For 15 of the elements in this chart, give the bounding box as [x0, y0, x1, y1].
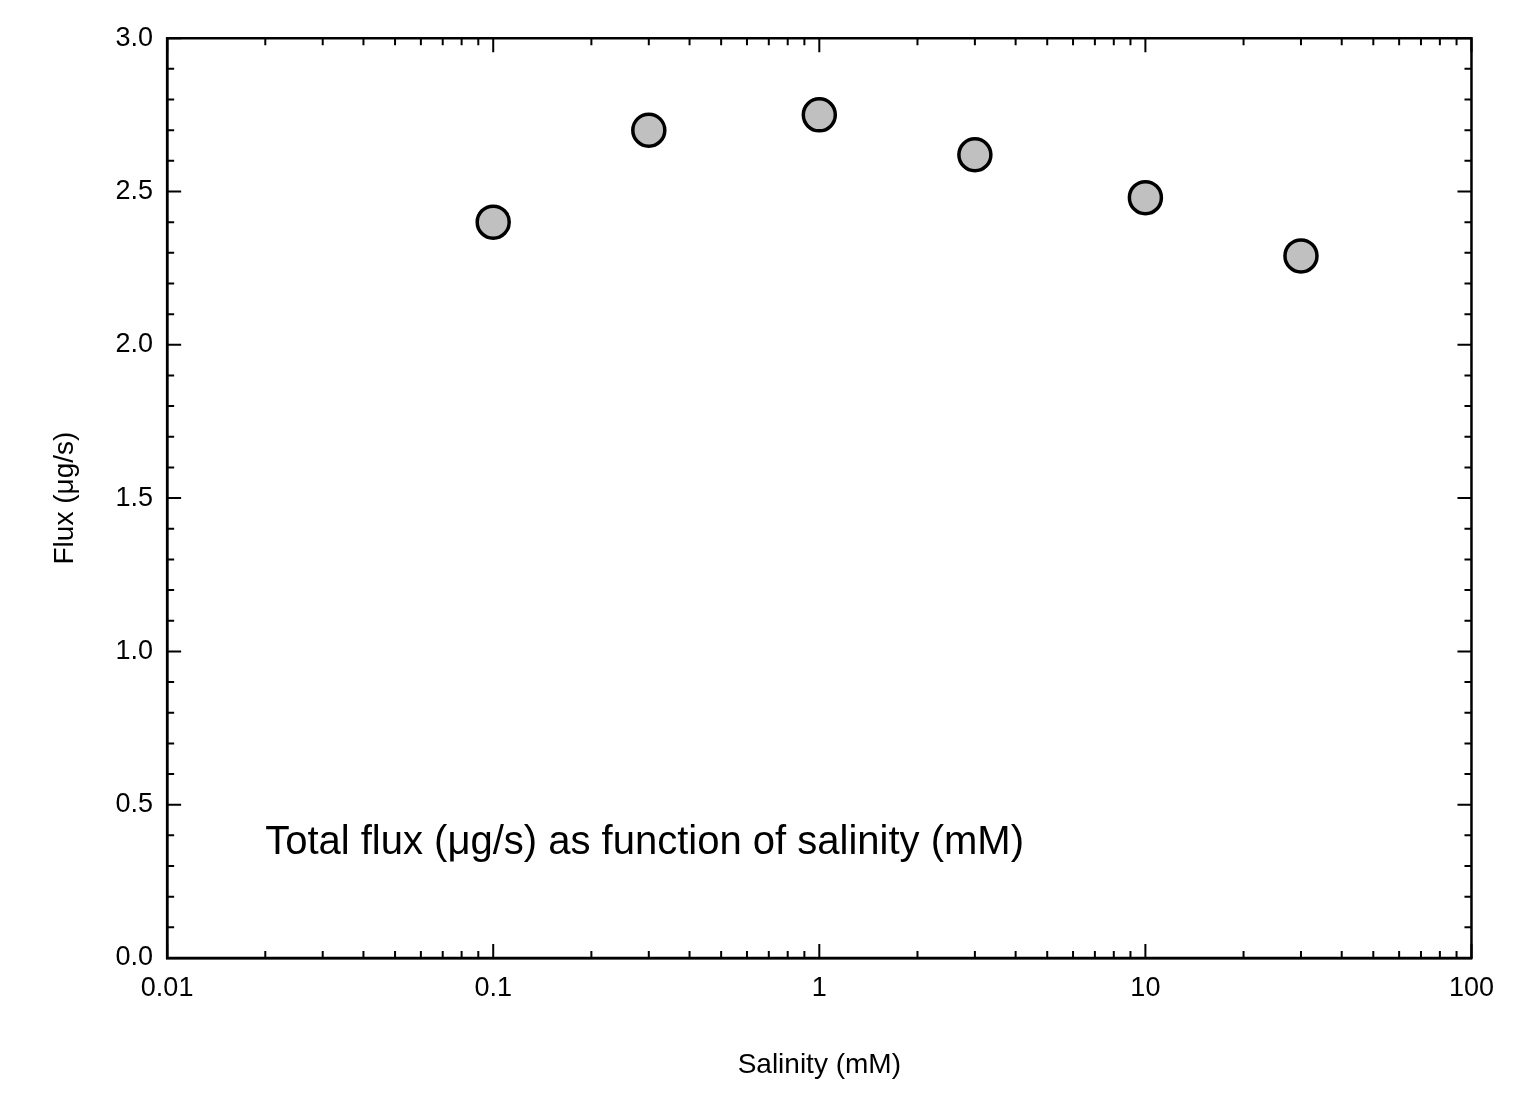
x-tick-label: 0.1 [474, 971, 512, 1002]
y-tick-label: 1.5 [115, 481, 154, 512]
x-axis-title: Salinity (mM) [737, 1047, 901, 1079]
x-tick-label: 10 [1130, 971, 1161, 1002]
y-tick-label: 3.0 [115, 21, 154, 52]
y-tick-label: 1.0 [115, 634, 154, 665]
y-tick-label: 2.5 [115, 174, 154, 205]
x-tick-label: 0.01 [140, 971, 194, 1002]
y-tick-label: 0.0 [115, 941, 154, 972]
annotation: Total flux (μg/s) as function of salinity (mM) [265, 818, 1024, 863]
y-axis-title: Flux (μg/s) [47, 431, 79, 565]
x-tick-label: 1 [811, 971, 827, 1002]
x-tick-label: 100 [1448, 971, 1495, 1002]
y-tick-label: 2.0 [115, 328, 154, 359]
y-tick-label: 0.5 [115, 788, 154, 819]
